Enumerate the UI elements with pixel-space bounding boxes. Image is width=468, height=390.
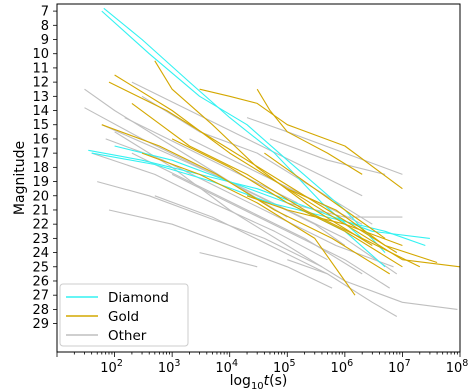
y-tick-label: 17 — [32, 147, 49, 162]
legend: Diamond Gold Other — [59, 283, 189, 347]
series-line-other — [97, 181, 323, 268]
y-tick-label: 13 — [32, 90, 49, 105]
series-line-other — [246, 117, 403, 175]
series-line-other — [269, 138, 386, 175]
y-tick-label: 28 — [32, 303, 49, 318]
series-line-gold — [256, 88, 363, 175]
y-tick-label: 16 — [32, 132, 49, 147]
series-line-other — [124, 117, 298, 204]
legend-label: Gold — [108, 309, 139, 325]
series-line-other — [105, 138, 394, 268]
series-lines — [84, 7, 460, 317]
y-tick-label: 19 — [32, 175, 49, 190]
x-axis: 102 103 104 105 106 107 108 — [56, 352, 468, 376]
x-tick-label: 104 — [215, 358, 238, 376]
x-tick-label: 103 — [158, 358, 181, 376]
y-tick-label: 27 — [32, 289, 49, 304]
series-line-other — [84, 88, 288, 218]
x-tick-label: 106 — [331, 358, 354, 376]
x-tick-label: 108 — [446, 358, 468, 376]
y-tick-label: 10 — [32, 47, 49, 62]
series-line-diamond — [88, 149, 430, 239]
y-tick-label: 25 — [32, 260, 49, 275]
y-tick-label: 20 — [32, 189, 49, 204]
series-line-other — [131, 81, 363, 197]
series-line-other — [91, 152, 328, 261]
y-tick-label: 15 — [32, 118, 49, 133]
y-tick-label: 18 — [32, 161, 49, 176]
series-line-diamond — [103, 7, 363, 239]
y-tick-label: 29 — [32, 317, 49, 332]
y-tick-label: 12 — [32, 76, 49, 91]
y-tick-label: 9 — [41, 33, 49, 48]
series-line-gold — [141, 152, 356, 296]
legend-label: Diamond — [108, 290, 169, 306]
series-line-gold — [264, 152, 386, 239]
series-line-gold — [246, 195, 403, 247]
y-tick-label: 26 — [32, 274, 49, 289]
series-line-gold — [131, 102, 421, 268]
series-line-other — [101, 124, 398, 275]
legend-label: Other — [108, 328, 147, 344]
y-tick-label: 11 — [32, 61, 49, 76]
series-line-gold — [287, 188, 438, 264]
y-axis-title: Magnitude — [12, 141, 28, 215]
x-tick-label: 107 — [388, 358, 411, 376]
series-line-other — [171, 173, 390, 289]
series-line-diamond — [91, 152, 426, 247]
plot-frame — [56, 3, 461, 353]
y-tick-label: 21 — [32, 203, 49, 218]
y-tick-label: 22 — [32, 218, 49, 233]
y-axis: 7891011121314151617181920212223242526272… — [32, 5, 57, 332]
series-line-other — [199, 252, 258, 268]
series-line-gold — [154, 60, 373, 246]
x-tick-label: 105 — [273, 358, 296, 376]
legend-box — [59, 283, 189, 347]
y-tick-label: 7 — [41, 5, 49, 20]
series-gold — [101, 60, 460, 296]
series-line-other — [108, 209, 333, 289]
x-tick-label: 102 — [100, 358, 123, 376]
series-diamond — [88, 7, 430, 268]
series-line-gold — [101, 124, 390, 275]
y-tick-label: 23 — [32, 232, 49, 247]
series-line-gold — [171, 138, 403, 268]
series-line-diamond — [114, 145, 386, 268]
series-line-other — [154, 195, 328, 275]
y-tick-label: 8 — [41, 19, 49, 34]
x-axis-title: log10t(s) — [230, 373, 288, 390]
y-tick-label: 24 — [32, 246, 49, 261]
y-tick-label: 14 — [32, 104, 49, 119]
series-other — [84, 81, 458, 317]
